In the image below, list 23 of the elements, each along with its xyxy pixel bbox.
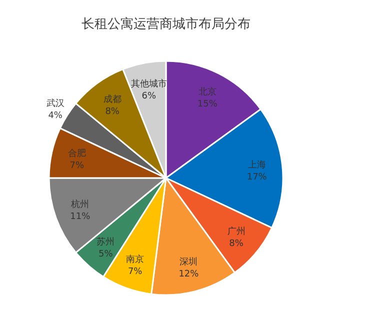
slice-label: 广州	[227, 226, 246, 238]
slice-label: 深圳	[180, 256, 198, 268]
data-label: 6%	[142, 91, 156, 102]
slice-label: 武汉	[46, 98, 64, 109]
data-label: 4%	[48, 110, 63, 121]
slice-label: 苏州	[96, 236, 115, 248]
slice-label: 南京	[126, 254, 144, 265]
data-label: 7%	[128, 266, 143, 277]
data-label: 12%	[178, 269, 200, 280]
chart-title: 长租公寓运营商城市布局分布	[82, 16, 250, 32]
slice-label: 成都	[103, 94, 122, 106]
data-label: 7%	[70, 161, 85, 172]
data-label: 8%	[229, 239, 244, 250]
data-label: 11%	[70, 212, 91, 222]
slice-label: 其他城市	[130, 78, 167, 90]
slice-label: 北京	[198, 86, 216, 98]
slice-label: 杭州	[70, 198, 90, 210]
slice-label: 上海	[248, 159, 266, 170]
data-label: 8%	[105, 107, 120, 118]
data-label: 15%	[197, 100, 218, 110]
data-label: 17%	[246, 172, 268, 182]
data-label: 5%	[98, 249, 114, 260]
slice-label: 合肥	[68, 148, 86, 160]
